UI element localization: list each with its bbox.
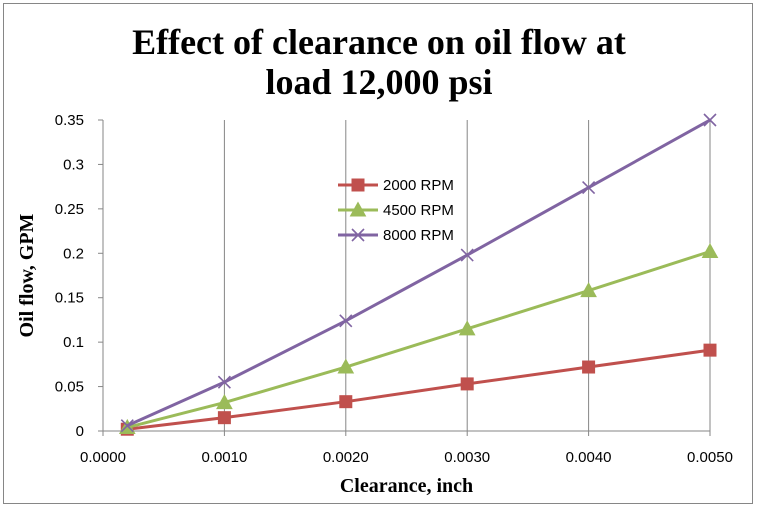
y-tick-label: 0.25 <box>55 201 84 218</box>
y-tick-label: 0.35 <box>55 112 84 129</box>
x-tick-label: 0.0020 <box>323 449 369 466</box>
data-point <box>120 419 134 433</box>
y-tick-label: 0.3 <box>63 156 84 173</box>
data-point <box>703 113 717 127</box>
x-tick-labels: 0.0000 0.0010 0.0020 0.0030 0.0040 0.0050 <box>80 449 733 466</box>
data-point <box>580 282 597 298</box>
data-point <box>460 248 474 262</box>
data-point <box>703 343 717 357</box>
y-tick-label: 0.05 <box>55 379 84 396</box>
legend-label: 2000 RPM <box>383 177 454 194</box>
axes <box>102 120 710 432</box>
data-point <box>339 314 353 328</box>
data-point <box>339 395 353 409</box>
gridlines <box>98 119 711 436</box>
series <box>118 113 719 436</box>
x-tick-label: 0.0030 <box>444 449 490 466</box>
y-tick-label: 0.1 <box>63 334 84 351</box>
data-point <box>582 180 596 195</box>
series-line <box>127 348 711 431</box>
chart-title: Effect of clearance on oil flow at load … <box>0 22 758 102</box>
x-tick-label: 0.0040 <box>566 449 612 466</box>
series-4500-rpm <box>118 242 719 434</box>
legend-item: 8000 RPM <box>338 227 454 244</box>
chart-title-line-2: load 12,000 psi <box>265 62 493 102</box>
data-point <box>460 377 474 391</box>
y-axis-title: Oil flow, GPM <box>16 213 38 337</box>
x-tick-label: 0.0000 <box>80 449 126 466</box>
legend-label: 4500 RPM <box>383 202 454 219</box>
data-point <box>701 242 719 259</box>
legend-marker <box>351 228 365 242</box>
x-tick-label: 0.0010 <box>201 449 247 466</box>
y-tick-label: 0 <box>76 423 84 440</box>
x-axis-title: Clearance, inch <box>340 475 473 497</box>
data-point <box>458 320 476 336</box>
legend-marker <box>351 178 365 192</box>
legend-item: 2000 RPM <box>338 177 454 194</box>
legend-marker <box>349 201 367 217</box>
data-point <box>337 358 355 374</box>
data-point <box>582 360 596 374</box>
y-tick-labels: 0 0.05 0.1 0.15 0.2 0.25 0.3 0.35 <box>55 112 84 440</box>
y-tick-label: 0.2 <box>63 245 84 262</box>
data-point <box>217 375 231 389</box>
x-tick-label: 0.0050 <box>687 449 733 466</box>
y-tick-label: 0.15 <box>55 290 84 307</box>
legend-label: 8000 RPM <box>383 227 454 244</box>
series-line <box>126 250 711 429</box>
series-line <box>126 118 711 428</box>
chart-title-line-1: Effect of clearance on oil flow at <box>132 22 626 62</box>
data-point <box>216 394 233 410</box>
series-8000-rpm <box>120 113 717 433</box>
legend: 2000 RPM 4500 RPM 8000 RPM <box>338 177 454 244</box>
legend-item: 4500 RPM <box>338 201 454 219</box>
data-point <box>217 411 231 425</box>
